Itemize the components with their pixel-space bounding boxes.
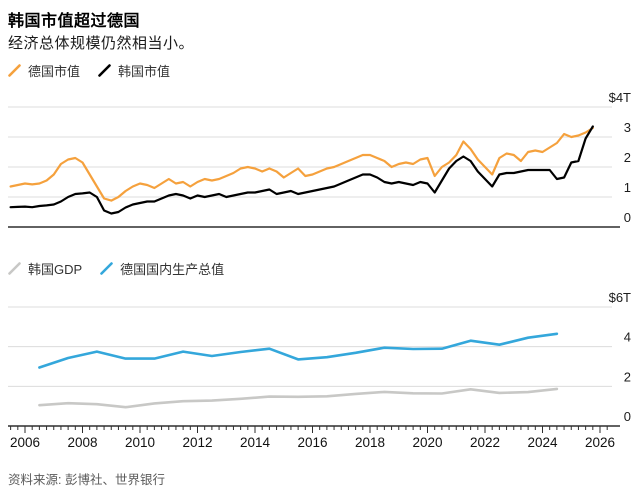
legend-item-germany-gdp: 德国国内生产总值 xyxy=(100,259,224,278)
chart-subtitle: 经济总体规模仍然相当小。 xyxy=(8,35,195,52)
svg-text:2: 2 xyxy=(624,150,631,165)
germany-mktcap-line-swatch-icon xyxy=(8,64,21,77)
market-cap-chart: $4T 3 2 1 0 xyxy=(8,90,631,228)
svg-text:2026: 2026 xyxy=(585,435,615,450)
legend-item-korea-mktcap: 韩国市值 xyxy=(98,61,170,80)
svg-text:2018: 2018 xyxy=(355,435,385,450)
svg-text:2016: 2016 xyxy=(297,435,327,450)
svg-text:0: 0 xyxy=(624,409,631,424)
legend-label-germany-gdp: 德国国内生产总值 xyxy=(120,262,225,277)
korea-mktcap-line-swatch-icon xyxy=(98,64,111,77)
legend-label-korea-gdp: 韩国GDP xyxy=(28,262,83,277)
svg-text:2012: 2012 xyxy=(182,435,212,450)
svg-text:2014: 2014 xyxy=(240,435,271,450)
gdp-chart: $6T 4 2 0 2006 2008 2010 2012 2014 2016 2018 2020 20… xyxy=(8,290,631,450)
legend-item-korea-gdp: 韩国GDP xyxy=(8,259,82,278)
svg-text:3: 3 xyxy=(624,120,631,135)
svg-text:0: 0 xyxy=(624,210,631,225)
germany-gdp-line-swatch-icon xyxy=(100,262,113,275)
legend-label-germany-mktcap: 德国市值 xyxy=(28,64,81,79)
svg-text:2010: 2010 xyxy=(125,435,155,450)
svg-text:2006: 2006 xyxy=(10,435,40,450)
svg-text:2022: 2022 xyxy=(470,435,500,450)
svg-text:2024: 2024 xyxy=(527,435,558,450)
legend-label-korea-mktcap: 韩国市值 xyxy=(118,64,171,79)
svg-text:4: 4 xyxy=(624,330,631,345)
korea-gdp-line-swatch-icon xyxy=(8,262,21,275)
source-note: 资料来源: 彭博社、世界银行 xyxy=(8,473,165,487)
svg-text:2008: 2008 xyxy=(67,435,97,450)
svg-text:$6T: $6T xyxy=(609,290,631,305)
svg-text:2: 2 xyxy=(624,369,631,384)
legend-market-cap: 德国市值 韩国市值 xyxy=(8,61,170,80)
svg-text:$4T: $4T xyxy=(609,90,631,105)
svg-text:2020: 2020 xyxy=(412,435,442,450)
page-title: 韩国市值超过德国 xyxy=(8,13,141,30)
svg-text:1: 1 xyxy=(624,180,631,195)
legend-item-germany-mktcap: 德国市值 xyxy=(8,61,80,80)
legend-gdp: 韩国GDP 德国国内生产总值 xyxy=(8,259,224,278)
